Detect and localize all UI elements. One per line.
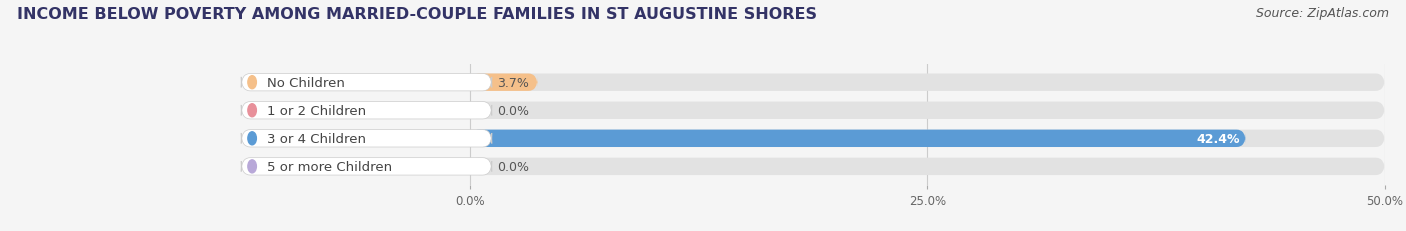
Text: Source: ZipAtlas.com: Source: ZipAtlas.com <box>1256 7 1389 20</box>
Text: 0.0%: 0.0% <box>498 160 529 173</box>
FancyBboxPatch shape <box>242 158 492 175</box>
Circle shape <box>247 76 256 89</box>
Text: INCOME BELOW POVERTY AMONG MARRIED-COUPLE FAMILIES IN ST AUGUSTINE SHORES: INCOME BELOW POVERTY AMONG MARRIED-COUPL… <box>17 7 817 22</box>
Text: 1 or 2 Children: 1 or 2 Children <box>267 104 366 117</box>
FancyBboxPatch shape <box>242 102 492 119</box>
FancyBboxPatch shape <box>242 74 492 91</box>
FancyBboxPatch shape <box>470 102 1385 119</box>
FancyBboxPatch shape <box>470 158 1385 175</box>
FancyBboxPatch shape <box>470 74 537 91</box>
FancyBboxPatch shape <box>470 130 1385 147</box>
Text: 5 or more Children: 5 or more Children <box>267 160 392 173</box>
Circle shape <box>247 160 256 173</box>
Text: 42.4%: 42.4% <box>1197 132 1240 145</box>
Circle shape <box>247 132 256 145</box>
Text: No Children: No Children <box>267 76 344 89</box>
FancyBboxPatch shape <box>242 130 492 147</box>
FancyBboxPatch shape <box>470 130 1246 147</box>
Text: 0.0%: 0.0% <box>498 104 529 117</box>
FancyBboxPatch shape <box>470 74 1385 91</box>
Text: 3 or 4 Children: 3 or 4 Children <box>267 132 366 145</box>
Text: 3.7%: 3.7% <box>498 76 529 89</box>
Circle shape <box>247 104 256 117</box>
